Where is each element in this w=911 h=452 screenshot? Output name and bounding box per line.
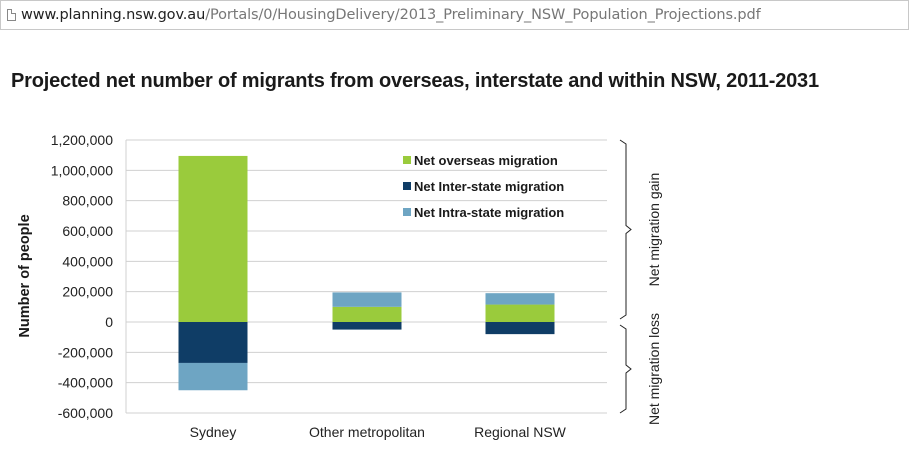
legend-swatch <box>403 156 411 164</box>
migration-brackets: Net migration gain Net migration loss <box>619 139 662 425</box>
y-tick-label: 1,200,000 <box>51 132 113 148</box>
y-axis-label: Number of people <box>17 214 33 337</box>
bar-segment <box>178 155 248 322</box>
legend-swatch <box>403 208 411 216</box>
legend-label: Net overseas migration <box>414 153 558 168</box>
gain-annotation: Net migration gain <box>646 173 662 287</box>
bars <box>178 155 555 391</box>
address-bar[interactable]: www.planning.nsw.gov.au/Portals/0/Housin… <box>0 0 909 30</box>
bar-segment <box>485 304 555 322</box>
bar-segment <box>485 293 555 305</box>
y-tick-label: 800,000 <box>62 193 113 209</box>
y-tick-label: -200,000 <box>58 344 113 360</box>
category-label: Other metropolitan <box>309 424 425 440</box>
y-tick-label: 1,000,000 <box>51 162 113 178</box>
category-labels: Sydney Other metropolitan Regional NSW <box>190 424 567 440</box>
bracket <box>619 324 632 414</box>
category-label: Regional NSW <box>474 424 567 440</box>
y-tick-labels: -600,000 -400,000 -200,000 0 200,000 400,000 6… <box>51 132 114 421</box>
bar-segment <box>178 322 248 363</box>
bar-segment <box>485 322 555 335</box>
bar-segment <box>332 322 402 330</box>
legend: Net overseas migration Net Inter-state mi… <box>403 153 564 220</box>
legend-swatch <box>403 182 411 190</box>
chart-title: Projected net number of migrants from ov… <box>11 70 819 92</box>
y-tick-label: 200,000 <box>62 284 113 300</box>
y-tick-label: 400,000 <box>62 253 113 269</box>
y-tick-label: 600,000 <box>62 223 113 239</box>
url-text[interactable]: www.planning.nsw.gov.au/Portals/0/Housin… <box>21 7 761 23</box>
bar-segment <box>178 362 248 391</box>
category-label: Sydney <box>190 424 237 440</box>
bar-segment <box>332 306 402 322</box>
url-path: /Portals/0/HousingDelivery/2013_Prelimin… <box>205 7 761 23</box>
y-tick-label: 0 <box>105 314 113 330</box>
y-tick-label: -600,000 <box>58 405 113 421</box>
page-icon <box>7 9 16 21</box>
bracket <box>619 139 632 320</box>
y-tick-label: -400,000 <box>58 375 113 391</box>
bar-segment <box>332 292 402 307</box>
url-host: www.planning.nsw.gov.au <box>21 7 206 23</box>
legend-label: Net Inter-state migration <box>414 179 564 194</box>
legend-label: Net Intra-state migration <box>414 205 564 220</box>
loss-annotation: Net migration loss <box>646 313 662 425</box>
